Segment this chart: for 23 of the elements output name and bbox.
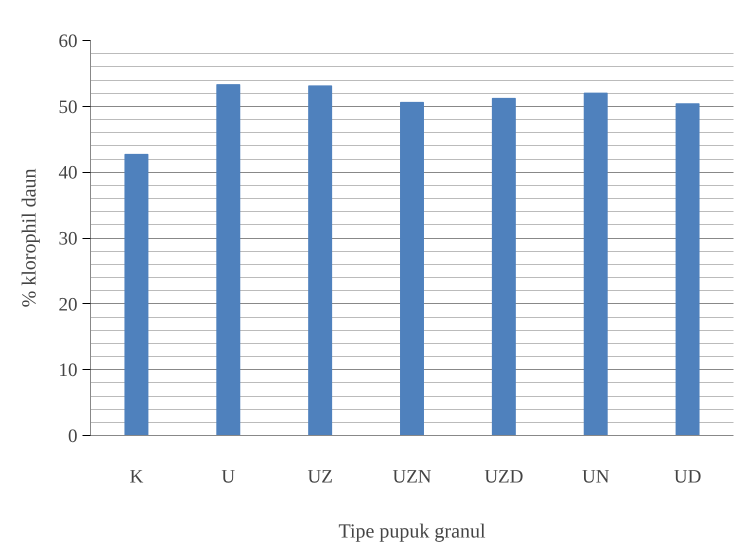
y-tick-label: 60 xyxy=(58,31,78,52)
x-tick-label: UZD xyxy=(484,466,524,488)
bar xyxy=(584,92,608,436)
x-axis-title: Tipe pupuk granul xyxy=(338,520,486,542)
x-tick-label: K xyxy=(130,466,144,488)
x-tick-label: U xyxy=(221,466,236,488)
y-axis-title: % klorophil daun xyxy=(18,168,40,308)
bar xyxy=(308,85,332,436)
y-tick-label: 40 xyxy=(58,162,78,184)
bar xyxy=(676,103,700,436)
y-tick-label: 0 xyxy=(68,426,78,447)
bar xyxy=(216,84,240,436)
bar xyxy=(400,102,424,436)
y-tick-label: 50 xyxy=(58,96,78,118)
y-tick-label: 10 xyxy=(58,360,78,382)
x-tick-label: UZ xyxy=(307,466,333,488)
y-tick-label: 30 xyxy=(58,228,78,250)
bar xyxy=(492,98,516,436)
x-tick-label: UN xyxy=(582,466,610,488)
bar xyxy=(124,154,148,436)
x-tick-label: UZN xyxy=(392,466,432,488)
x-tick-label: UD xyxy=(674,466,702,488)
y-tick-label: 20 xyxy=(58,294,78,316)
